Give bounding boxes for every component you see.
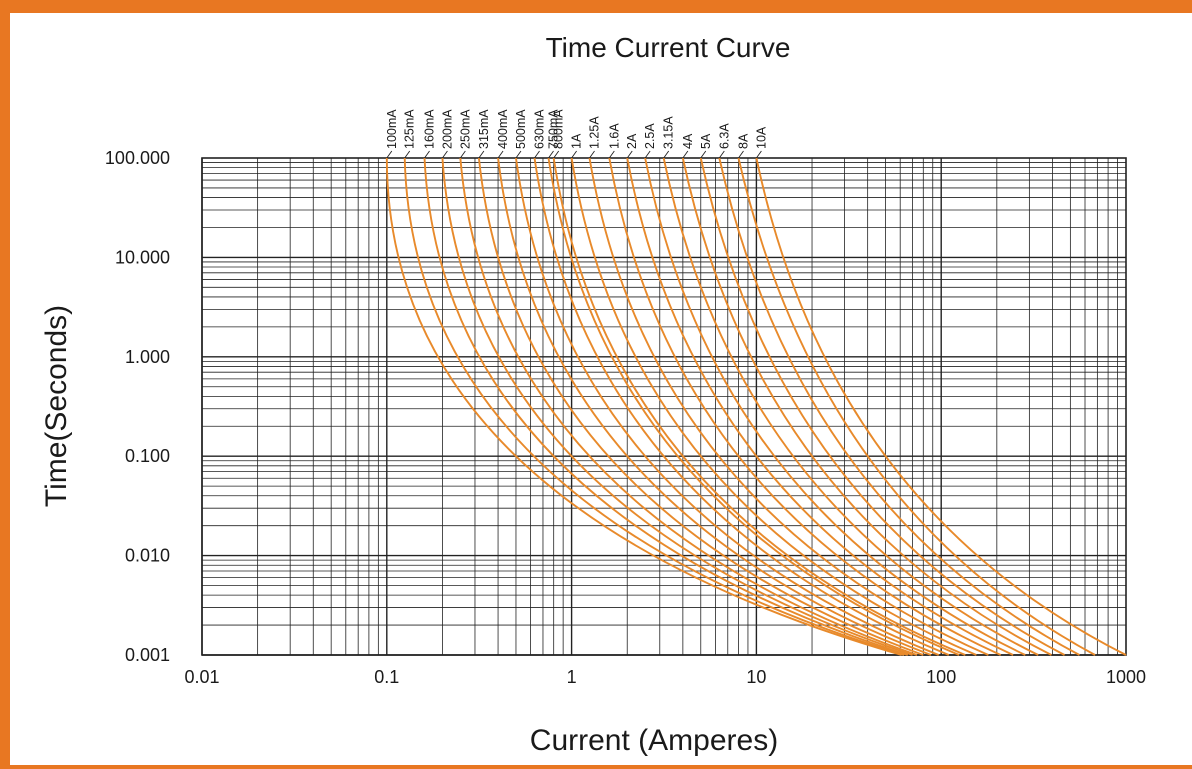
- series-label: 200mA: [440, 109, 454, 149]
- series-label: 750mA: [547, 109, 561, 149]
- series-curve-500mA: [515, 157, 940, 656]
- series-label-leader: [756, 150, 762, 159]
- series-curve-800mA: [552, 157, 966, 656]
- series-label: 100mA: [385, 109, 399, 149]
- y-tick-label: 0.001: [125, 645, 170, 665]
- series-label: 1.25A: [588, 116, 602, 149]
- series-label: 10A: [754, 126, 768, 149]
- series-curve-4A: [681, 157, 1052, 656]
- series-curve-1A: [570, 157, 977, 656]
- series-label-leader: [459, 150, 466, 159]
- series-curve-125mA: [403, 157, 905, 656]
- series-label-leader: [553, 150, 560, 159]
- series-curve-1.25A: [588, 157, 989, 656]
- y-tick-label: 0.010: [125, 546, 170, 566]
- x-axis-label: Current (Amperes): [530, 724, 778, 757]
- series-label-leader: [626, 150, 633, 159]
- series-label: 5A: [699, 133, 713, 149]
- series-label: 160mA: [423, 109, 437, 149]
- series-label: 630mA: [533, 109, 547, 149]
- series-label: 500mA: [514, 109, 528, 149]
- series-curves: [385, 157, 1127, 656]
- series-curve-3.15A: [662, 157, 1039, 656]
- y-tick-label: 10.000: [115, 247, 170, 267]
- series-label-leader: [700, 150, 707, 159]
- x-tick-label: 1: [567, 667, 577, 687]
- series-label: 3.15A: [662, 116, 676, 149]
- series-label-leader: [738, 150, 744, 159]
- series-label-leader: [404, 150, 411, 159]
- series-curve-400mA: [497, 157, 932, 656]
- x-tick-label: 10: [746, 667, 766, 687]
- series-label-leader: [515, 150, 522, 159]
- series-label: 2A: [625, 133, 639, 149]
- series-curve-1.6A: [608, 157, 1002, 656]
- series-curve-8A: [737, 157, 1096, 656]
- x-tick-labels: 0.01 0.1 1 10 100 1000: [184, 667, 1146, 687]
- series-label-leader: [548, 150, 554, 159]
- series-label-leader: [497, 150, 504, 159]
- series-label: 8A: [737, 133, 751, 149]
- minor-grid: [202, 158, 1126, 655]
- series-labels: 100mA 125mA 160mA 200mA 250mA 315mA 400mA 500mA…: [385, 109, 768, 159]
- series-curve-630mA: [533, 157, 950, 656]
- series-label-leader: [682, 150, 689, 159]
- series-label-leader: [718, 150, 725, 159]
- series-label-leader: [608, 150, 615, 159]
- series-curve-6.3A: [718, 157, 1080, 656]
- series-curve-200mA: [441, 157, 913, 656]
- chart-title: Time Current Curve: [546, 32, 791, 63]
- series-curve-5A: [699, 157, 1065, 656]
- series-label-leader: [534, 150, 540, 159]
- series-curve-2.5A: [644, 157, 1026, 656]
- series-label-leader: [424, 150, 430, 159]
- series-label: 2.5A: [643, 123, 657, 149]
- series-label: 125mA: [403, 109, 417, 149]
- series-label-leader: [663, 150, 670, 159]
- series-label: 1.6A: [607, 123, 621, 149]
- x-tick-label: 100: [926, 667, 956, 687]
- series-label-leader: [644, 150, 651, 159]
- series-label: 400mA: [496, 109, 510, 149]
- x-tick-label: 1000: [1106, 667, 1146, 687]
- series-label-leader: [478, 150, 485, 159]
- series-label-leader: [386, 150, 393, 159]
- series-curve-315mA: [477, 157, 924, 656]
- series-label: 6.3A: [717, 123, 731, 149]
- series-label: 1A: [570, 133, 584, 149]
- y-tick-label: 100.000: [105, 148, 170, 168]
- series-curve-2A: [626, 157, 1014, 656]
- series-label: 250mA: [458, 109, 472, 149]
- y-tick-label: 0.100: [125, 446, 170, 466]
- y-tick-label: 1.000: [125, 347, 170, 367]
- y-axis-label: Time(Seconds): [40, 305, 73, 507]
- series-label: 315mA: [477, 109, 491, 149]
- x-tick-label: 0.01: [184, 667, 219, 687]
- series-label-leader: [442, 150, 448, 159]
- series-label-leader: [571, 150, 577, 159]
- series-curve-10A: [755, 157, 1127, 656]
- y-tick-labels: 0.001 0.010 0.100 1.000 10.000 100.000: [105, 148, 170, 665]
- x-tick-label: 0.1: [374, 667, 399, 687]
- series-curve-750mA: [547, 157, 960, 656]
- series-label: 800mA: [552, 109, 566, 149]
- series-curve-160mA: [423, 157, 909, 656]
- series-label: 4A: [681, 133, 695, 149]
- series-curve-100mA: [385, 157, 902, 656]
- series-curve-250mA: [459, 157, 918, 656]
- series-label-leader: [589, 150, 595, 159]
